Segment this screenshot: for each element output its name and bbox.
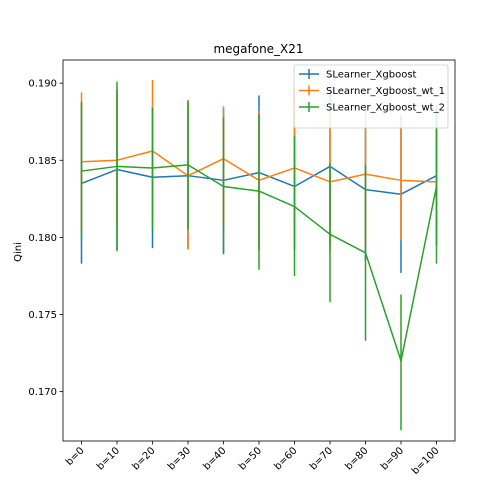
- data-point: [293, 205, 296, 208]
- data-point: [187, 164, 189, 166]
- data-point: [151, 167, 154, 169]
- data-point: [400, 359, 402, 362]
- legend-box: [293, 64, 449, 129]
- series-3: [80, 81, 438, 431]
- data-point: [258, 190, 260, 192]
- legend-label: SLearner_Xgboost_wt_2: [326, 103, 445, 114]
- legend: SLearner_Xgboost SLearner_Xgboost_wt_1 SLe…: [293, 64, 449, 129]
- data-point: [364, 252, 367, 254]
- y-tick-label: 0.170: [28, 387, 57, 398]
- y-tick-label: 0.190: [28, 79, 57, 90]
- data-point: [222, 185, 225, 188]
- data-point: [80, 170, 83, 172]
- data-point: [116, 165, 118, 168]
- data-point: [329, 233, 331, 236]
- y-tick-label: 0.185: [28, 156, 57, 167]
- y-axis-label: Qini: [13, 242, 24, 262]
- data-point: [400, 179, 402, 182]
- legend-label: SLearner_Xgboost_wt_1: [326, 86, 445, 97]
- y-tick-label: 0.180: [28, 233, 57, 244]
- chart-title: megafone_X21: [213, 42, 303, 56]
- data-point: [435, 185, 438, 188]
- legend-label: SLearner_Xgboost: [326, 70, 417, 81]
- y-tick-label: 0.175: [28, 310, 57, 321]
